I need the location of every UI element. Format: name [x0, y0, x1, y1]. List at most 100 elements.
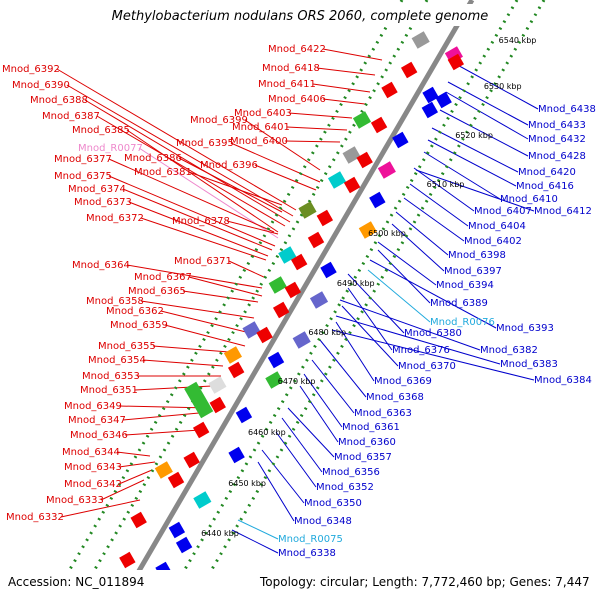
- gene-label-right: Mnod_6389: [430, 298, 488, 309]
- gene-feature-glyph: [176, 537, 192, 553]
- gene-label-left: Mnod_6362: [106, 306, 164, 317]
- gene-feature-glyph: [228, 362, 244, 378]
- gene-label-left: Mnod_6344: [62, 447, 120, 458]
- left-label-connector: [317, 68, 375, 75]
- left-label-connector: [129, 202, 268, 256]
- gene-label-left: Mnod_6373: [74, 197, 132, 208]
- kbp-tick-label: 6520 kbp: [455, 131, 493, 140]
- gene-feature-glyph: [269, 276, 287, 293]
- genome-backbone: [122, 0, 472, 600]
- left-label-connector: [323, 49, 382, 60]
- kbp-tick-label: 6510 kbp: [427, 180, 465, 189]
- kbp-tick-label: 6500 kbp: [368, 229, 406, 238]
- gene-feature-glyph: [343, 146, 361, 163]
- genome-map: 6540 kbp6530 kbp6520 kbp6510 kbp6500 kbp…: [0, 0, 600, 600]
- gene-label-right: Mnod_6338: [278, 548, 336, 559]
- gene-feature-glyph: [412, 31, 430, 48]
- right-label-connector: [312, 360, 354, 413]
- gene-label-right: Mnod_6376: [392, 345, 450, 356]
- gene-label-left: Mnod_6406: [268, 94, 326, 105]
- gene-label-left: Mnod_6399: [190, 115, 248, 126]
- left-label-connector: [123, 412, 210, 420]
- left-label-connector: [165, 325, 245, 346]
- gene-label-right: Mnod_6383: [500, 359, 558, 370]
- gene-label-left: Mnod_6372: [86, 213, 144, 224]
- gene-label-right: Mnod_6348: [294, 516, 352, 527]
- genome-summary-text: Topology: circular; Length: 7,772,460 bp…: [259, 575, 590, 589]
- gene-label-right: Mnod_6398: [448, 250, 506, 261]
- gene-label-left: Mnod_6349: [64, 401, 122, 412]
- gene-label-left: Mnod_6333: [46, 495, 104, 506]
- right-label-connector: [262, 450, 304, 503]
- left-label-connector: [119, 462, 155, 467]
- right-label-connector: [424, 152, 500, 199]
- gene-label-right: Mnod_6420: [518, 167, 576, 178]
- gene-label-right: Mnod_6428: [528, 151, 586, 162]
- kbp-tick-label: 6470 kbp: [278, 377, 316, 386]
- gene-label-left: Mnod_6375: [54, 171, 112, 182]
- gene-label-left: Mnod_6395: [176, 138, 234, 149]
- gene-label-left: Mnod_6378: [172, 216, 230, 227]
- gene-label-right: Mnod_6357: [334, 452, 392, 463]
- gene-label-right: Mnod_6380: [404, 328, 462, 339]
- gene-label-right: Mnod_6432: [528, 134, 586, 145]
- gene-feature-glyph: [371, 117, 387, 133]
- gene-label-left: Mnod_6346: [70, 430, 128, 441]
- gene-feature-glyph: [369, 192, 385, 208]
- gene-feature-glyph: [353, 111, 371, 128]
- gene-feature-glyph: [208, 376, 226, 393]
- accession-text: Accession: NC_011894: [8, 575, 144, 589]
- gene-feature-glyph: [183, 452, 199, 468]
- gene-label-right: Mnod_6356: [322, 467, 380, 478]
- left-label-connector: [183, 291, 258, 302]
- right-label-connector: [414, 168, 474, 211]
- gene-label-right: Mnod_6433: [528, 120, 586, 131]
- gene-label-left: Mnod_6377: [54, 154, 112, 165]
- right-label-connector: [378, 242, 436, 285]
- gene-feature-glyph: [310, 291, 328, 308]
- gene-feature-glyph: [193, 491, 211, 508]
- gene-label-left: Mnod_6364: [72, 260, 130, 271]
- right-label-connector: [342, 306, 398, 366]
- gene-label-right: Mnod_6352: [316, 482, 374, 493]
- gene-label-right: Mnod_6368: [366, 392, 424, 403]
- gene-label-left: Mnod_6347: [68, 415, 126, 426]
- gene-feature-glyph: [378, 161, 396, 178]
- gene-feature-glyph: [344, 177, 360, 193]
- left-label-connector: [153, 346, 229, 352]
- right-label-connector: [378, 250, 430, 303]
- gene-label-left: Mnod_6411: [258, 79, 316, 90]
- gene-label-left: Mnod_6343: [64, 462, 122, 473]
- gene-label-left: Mnod_6353: [82, 371, 140, 382]
- gene-label-left: Mnod_6351: [80, 385, 138, 396]
- kbp-tick-label: 6480 kbp: [308, 328, 346, 337]
- left-label-connector: [285, 141, 340, 142]
- kbp-tick-label: 6450 kbp: [228, 479, 266, 488]
- gene-label-right: Mnod_6360: [338, 437, 396, 448]
- kbp-tick-label: 6530 kbp: [484, 82, 522, 91]
- gene-label-right: Mnod_6394: [436, 280, 494, 291]
- gene-label-left: Mnod_6396: [200, 160, 258, 171]
- gene-label-left: Mnod_6342: [64, 479, 122, 490]
- gene-feature-glyph: [168, 472, 184, 488]
- gene-feature-glyph: [169, 522, 185, 538]
- left-label-connector: [313, 84, 370, 92]
- gene-label-right: Mnod_6407: [474, 206, 532, 217]
- right-label-connector: [404, 198, 464, 241]
- right-label-connector: [232, 530, 278, 553]
- left-label-connector: [323, 99, 365, 104]
- gene-feature-glyph: [224, 346, 242, 363]
- gene-label-left: Mnod_6422: [268, 44, 326, 55]
- gene-label-right: Mnod_6402: [464, 236, 522, 247]
- left-label-connector: [161, 311, 246, 332]
- left-label-connector: [143, 360, 223, 366]
- gene-feature-glyph: [317, 210, 333, 226]
- left-label-connector: [117, 452, 150, 456]
- gene-label-left: Mnod_6390: [12, 80, 70, 91]
- gene-feature-glyph: [422, 87, 438, 103]
- gene-feature-glyph: [381, 82, 397, 98]
- gene-feature-glyph: [228, 447, 244, 463]
- gene-label-left: Mnod_6418: [262, 63, 320, 74]
- gene-label-right: Mnod_6404: [468, 221, 526, 232]
- gene-feature-glyph: [320, 262, 336, 278]
